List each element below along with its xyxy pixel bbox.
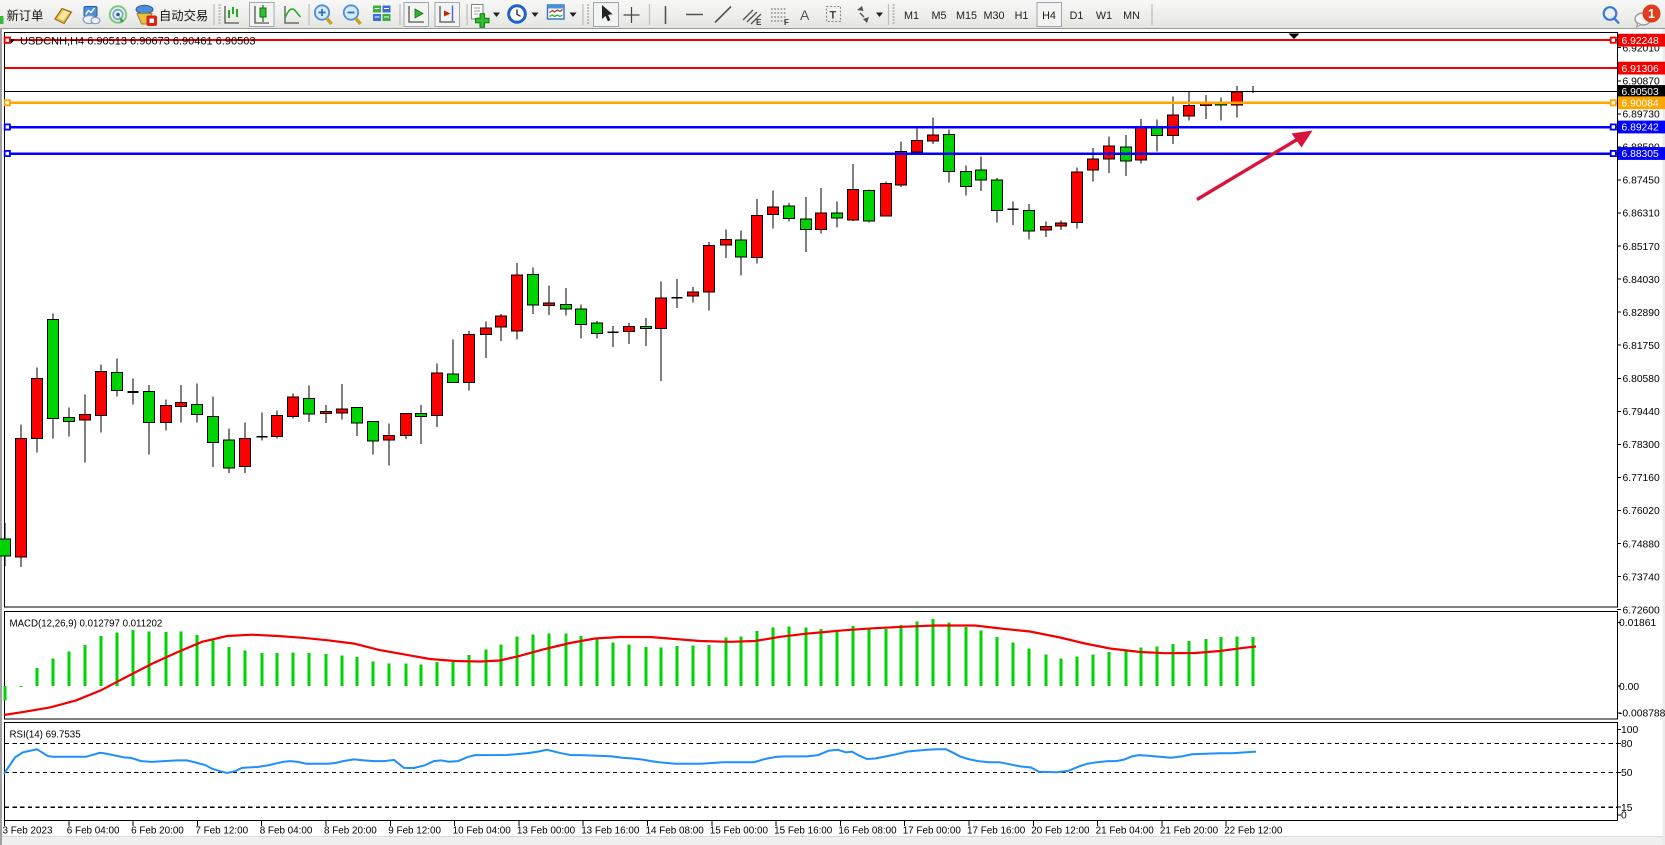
svg-text:17 Feb 00:00: 17 Feb 00:00 [903, 826, 962, 837]
svg-text:15 Feb 00:00: 15 Feb 00:00 [710, 826, 769, 837]
svg-text:USDCNH,H4 6.90513 6.90673 6.9: USDCNH,H4 6.90513 6.90673 6.90461 6.9050… [20, 35, 255, 47]
svg-text:-0.008788: -0.008788 [1619, 709, 1665, 720]
svg-text:6.85170: 6.85170 [1623, 242, 1660, 253]
svg-text:0.01861: 0.01861 [1619, 618, 1656, 629]
svg-text:13 Feb 16:00: 13 Feb 16:00 [581, 826, 640, 837]
svg-text:6.92248: 6.92248 [1622, 36, 1659, 47]
svg-text:6.77160: 6.77160 [1623, 473, 1660, 484]
svg-text:6.72600: 6.72600 [1623, 605, 1660, 616]
svg-text:17 Feb 16:00: 17 Feb 16:00 [967, 826, 1026, 837]
svg-text:1: 1 [1648, 7, 1655, 21]
svg-text:新订单: 新订单 [7, 8, 44, 23]
svg-text:10 Feb 04:00: 10 Feb 04:00 [453, 826, 512, 837]
svg-text:H1: H1 [1015, 10, 1029, 22]
svg-text:16 Feb 08:00: 16 Feb 08:00 [838, 826, 897, 837]
svg-text:6.91306: 6.91306 [1622, 64, 1659, 75]
svg-text:RSI(14) 69.7535: RSI(14) 69.7535 [10, 730, 81, 741]
svg-text:6.86310: 6.86310 [1623, 209, 1660, 220]
svg-text:W1: W1 [1096, 10, 1112, 22]
svg-text:6.90870: 6.90870 [1623, 77, 1660, 88]
svg-text:E: E [756, 18, 762, 27]
svg-text:21 Feb 04:00: 21 Feb 04:00 [1096, 826, 1155, 837]
svg-text:80: 80 [1621, 739, 1633, 750]
svg-text:M30: M30 [983, 10, 1004, 22]
svg-text:6.92010: 6.92010 [1623, 43, 1660, 54]
svg-text:6.89730: 6.89730 [1623, 110, 1660, 121]
svg-text:M5: M5 [932, 10, 947, 22]
svg-text:6.79440: 6.79440 [1623, 407, 1660, 418]
svg-text:21 Feb 20:00: 21 Feb 20:00 [1160, 826, 1219, 837]
svg-text:8 Feb 04:00: 8 Feb 04:00 [260, 826, 313, 837]
svg-text:100: 100 [1621, 725, 1638, 736]
svg-text:20 Feb 12:00: 20 Feb 12:00 [1031, 826, 1090, 837]
svg-text:3 Feb 2023: 3 Feb 2023 [3, 826, 53, 837]
svg-text:6.84030: 6.84030 [1623, 275, 1660, 286]
svg-text:6.74880: 6.74880 [1623, 539, 1660, 550]
svg-text:M1: M1 [904, 10, 919, 22]
svg-text:A: A [800, 7, 810, 23]
svg-text:6.90503: 6.90503 [1622, 87, 1659, 98]
svg-text:14 Feb 08:00: 14 Feb 08:00 [646, 826, 705, 837]
svg-text:MACD(12,26,9) 0.012797 0.01120: MACD(12,26,9) 0.012797 0.011202 [10, 619, 163, 630]
svg-text:6 Feb 20:00: 6 Feb 20:00 [131, 826, 184, 837]
svg-text:0: 0 [1621, 811, 1627, 822]
svg-text:6.73740: 6.73740 [1623, 572, 1660, 583]
svg-text:6.89242: 6.89242 [1622, 123, 1659, 134]
svg-text:T: T [830, 10, 837, 22]
svg-text:6.87450: 6.87450 [1623, 176, 1660, 187]
svg-text:13 Feb 00:00: 13 Feb 00:00 [517, 826, 576, 837]
svg-text:7 Feb 12:00: 7 Feb 12:00 [195, 826, 248, 837]
svg-text:6.76020: 6.76020 [1623, 506, 1660, 517]
svg-text:自动交易: 自动交易 [159, 8, 208, 23]
svg-text:6.80580: 6.80580 [1623, 374, 1660, 385]
svg-text:H4: H4 [1042, 10, 1056, 22]
svg-text:0.00: 0.00 [1619, 682, 1639, 693]
svg-text:D1: D1 [1070, 10, 1084, 22]
svg-text:9 Feb 12:00: 9 Feb 12:00 [388, 826, 441, 837]
svg-text:6.78300: 6.78300 [1623, 440, 1660, 451]
svg-text:6.82890: 6.82890 [1623, 308, 1660, 319]
svg-text:15 Feb 16:00: 15 Feb 16:00 [774, 826, 833, 837]
svg-text:6 Feb 04:00: 6 Feb 04:00 [67, 826, 120, 837]
svg-text:50: 50 [1621, 768, 1633, 779]
svg-text:22 Feb 12:00: 22 Feb 12:00 [1224, 826, 1283, 837]
svg-text:MN: MN [1123, 10, 1140, 22]
svg-text:6.88305: 6.88305 [1622, 149, 1659, 160]
svg-text:M15: M15 [956, 10, 977, 22]
svg-text:F: F [784, 18, 789, 27]
svg-text:8 Feb 20:00: 8 Feb 20:00 [324, 826, 377, 837]
svg-text:6.90084: 6.90084 [1622, 99, 1659, 110]
svg-text:15: 15 [1621, 803, 1633, 814]
svg-text:6.81750: 6.81750 [1623, 341, 1660, 352]
